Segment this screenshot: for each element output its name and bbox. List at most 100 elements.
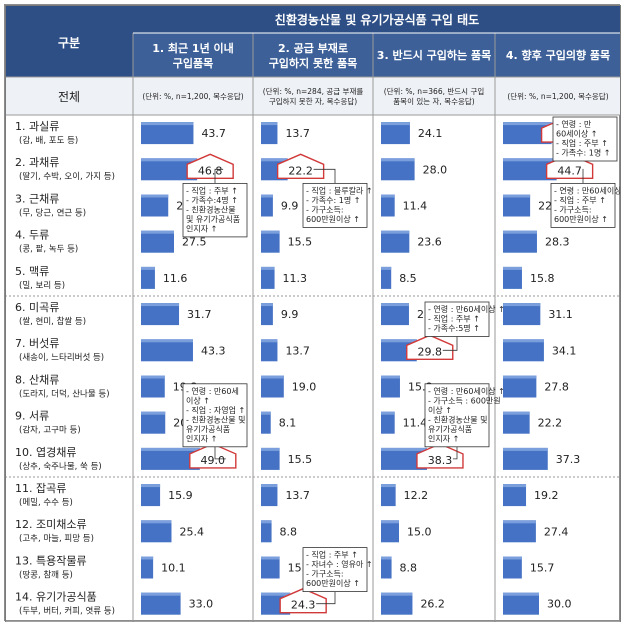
bar-highlight-edge (141, 375, 165, 379)
category-sub-label: (도라지, 더덕, 산나물 등) (19, 388, 110, 399)
bar-highlight-edge (503, 484, 527, 488)
bar (141, 556, 154, 579)
category-sub-label: (새송이, 느타리버섯 등) (19, 352, 104, 363)
bar (503, 339, 544, 362)
bar-highlight-edge (261, 158, 288, 162)
bar (381, 592, 413, 615)
bar-highlight-edge (381, 447, 427, 451)
bar-highlight-edge (141, 484, 161, 488)
category-label: 14. 유기가공식품 (15, 591, 97, 604)
bar (261, 303, 273, 326)
highlight-arrow (276, 153, 325, 180)
bar (261, 556, 280, 579)
bar-highlight-edge (503, 194, 531, 198)
bar (503, 484, 527, 507)
data-label: 24.1 (418, 127, 443, 140)
data-label: 27.8 (544, 381, 569, 394)
bar-highlight-edge (381, 230, 410, 234)
bar (141, 230, 174, 253)
annotation-text: 인지자 ↑ (186, 433, 217, 443)
data-label: 8.5 (399, 272, 417, 285)
annotation-text: - 직업 : 주부 ↑ (556, 138, 608, 148)
annotation-box (302, 182, 368, 228)
bar-highlight-edge (381, 303, 409, 307)
annotation-text: 인지자 ↑ (186, 223, 217, 233)
bar (503, 266, 522, 289)
data-label: 11.6 (163, 272, 188, 285)
annotation-text: 및 유기가공식품 (186, 214, 240, 224)
annotation-connector (313, 168, 336, 184)
bar-highlight-edge (261, 484, 278, 488)
annotation-text: - 가구소득: (554, 205, 592, 214)
column-note-1: (단위: %, n=1,200, 복수응답) (142, 91, 243, 101)
category-label: 12. 조미채소류 (15, 518, 87, 531)
bar-highlight-edge (381, 158, 415, 162)
annotation-text: - 직업 : 블루칼라 ↑ (306, 185, 373, 195)
category-label: 9. 서류 (15, 410, 49, 423)
annotation-text: - 연령 : 만60세 (186, 387, 239, 396)
category-label: 3. 근채류 (15, 192, 59, 205)
bar-highlight-edge (261, 339, 278, 343)
category-label: 6. 미곡류 (15, 301, 59, 314)
annotation-text: 유기가공식품 (186, 425, 230, 434)
bar (141, 484, 161, 507)
highlight-arrow (186, 153, 234, 180)
bar (141, 158, 198, 181)
bar-highlight-edge (381, 122, 410, 126)
bar-highlight-edge (261, 303, 273, 307)
bar (261, 230, 280, 253)
bar (141, 375, 165, 398)
bar (261, 411, 271, 434)
bar (503, 158, 557, 181)
bar-highlight-edge (261, 411, 271, 415)
data-label: 12.2 (404, 489, 429, 502)
annotation-text: - 직업 : 주부 ↑ (554, 195, 606, 205)
data-label: 44.7 (557, 164, 582, 177)
category-sub-label: (콩, 팥, 녹두 등) (19, 244, 78, 255)
bar-highlight-edge (503, 303, 541, 307)
bar-highlight-edge (261, 447, 280, 451)
chart-title: 친환경농산물 및 유기가공식품 구입 태도 (275, 12, 479, 27)
bar (261, 484, 278, 507)
bar-highlight-edge (503, 158, 557, 162)
data-label: 11.4 (403, 200, 428, 213)
category-sub-label: (메밀, 수수 등) (19, 497, 73, 508)
bar-highlight-edge (261, 122, 278, 126)
bar-highlight-edge (261, 520, 272, 524)
row-header-label: 구분 (58, 36, 80, 50)
annotation-text: 600만원이상 ↑ (306, 214, 360, 224)
subheader-background (133, 33, 621, 77)
data-label: 27.5 (182, 236, 207, 249)
bar (261, 375, 284, 398)
bar-highlight-edge (381, 411, 395, 415)
data-label: 25.4 (179, 525, 204, 538)
annotation-text: - 가족수:5명 ↑ (428, 323, 480, 333)
annotation-text: - 직업 : 주부 ↑ (186, 185, 238, 195)
bar (381, 266, 392, 289)
annotation-box (182, 182, 248, 238)
data-label: 22.2 (288, 164, 313, 177)
bar-highlight-edge (503, 556, 522, 560)
bar (381, 230, 410, 253)
bar (381, 122, 410, 145)
category-sub-label: (감자, 고구마 등) (19, 425, 81, 436)
data-label: 27.4 (544, 525, 569, 538)
bar (381, 556, 392, 579)
bar-highlight-edge (141, 303, 180, 307)
data-label: 28.3 (545, 236, 570, 249)
category-label: 8. 산채류 (15, 373, 59, 386)
annotation-box (552, 116, 618, 162)
bar-highlight-edge (381, 375, 400, 379)
bar (503, 411, 530, 434)
bar-highlight-edge (503, 520, 536, 524)
bar-highlight-edge (141, 556, 154, 560)
category-label: 5. 맥류 (15, 265, 49, 278)
bar (261, 339, 278, 362)
bar-highlight-edge (261, 266, 275, 270)
bar-highlight-edge (381, 592, 413, 596)
bar-highlight-edge (141, 194, 169, 198)
column-title-2: 2. 공급 부재로 (278, 41, 348, 55)
bar (141, 266, 155, 289)
bar (261, 194, 273, 217)
